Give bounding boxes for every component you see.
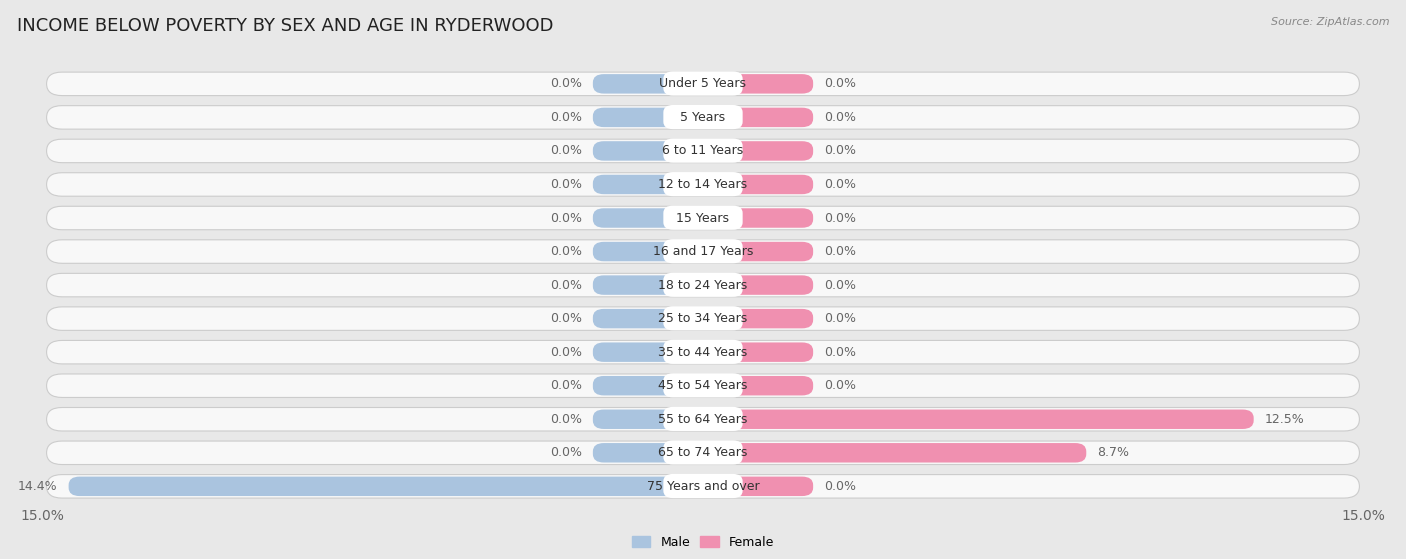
FancyBboxPatch shape: [593, 309, 703, 328]
FancyBboxPatch shape: [664, 440, 742, 465]
FancyBboxPatch shape: [664, 407, 742, 431]
Text: 14.4%: 14.4%: [18, 480, 58, 493]
Text: 0.0%: 0.0%: [550, 446, 582, 459]
Text: 0.0%: 0.0%: [550, 278, 582, 292]
Text: 0.0%: 0.0%: [824, 245, 856, 258]
FancyBboxPatch shape: [69, 477, 703, 496]
FancyBboxPatch shape: [664, 239, 742, 263]
FancyBboxPatch shape: [664, 206, 742, 230]
FancyBboxPatch shape: [46, 273, 1360, 297]
FancyBboxPatch shape: [703, 309, 813, 328]
Text: INCOME BELOW POVERTY BY SEX AND AGE IN RYDERWOOD: INCOME BELOW POVERTY BY SEX AND AGE IN R…: [17, 17, 554, 35]
FancyBboxPatch shape: [46, 139, 1360, 163]
Text: Source: ZipAtlas.com: Source: ZipAtlas.com: [1271, 17, 1389, 27]
FancyBboxPatch shape: [593, 209, 703, 228]
FancyBboxPatch shape: [664, 474, 742, 498]
FancyBboxPatch shape: [703, 74, 813, 93]
FancyBboxPatch shape: [46, 340, 1360, 364]
FancyBboxPatch shape: [703, 209, 813, 228]
FancyBboxPatch shape: [593, 410, 703, 429]
Text: 0.0%: 0.0%: [550, 111, 582, 124]
Text: 0.0%: 0.0%: [550, 379, 582, 392]
FancyBboxPatch shape: [703, 343, 813, 362]
FancyBboxPatch shape: [593, 74, 703, 93]
FancyBboxPatch shape: [664, 139, 742, 163]
FancyBboxPatch shape: [593, 376, 703, 395]
FancyBboxPatch shape: [703, 175, 813, 194]
Text: 75 Years and over: 75 Years and over: [647, 480, 759, 493]
FancyBboxPatch shape: [593, 443, 703, 462]
FancyBboxPatch shape: [703, 108, 813, 127]
FancyBboxPatch shape: [703, 276, 813, 295]
Text: 0.0%: 0.0%: [824, 345, 856, 359]
Text: 35 to 44 Years: 35 to 44 Years: [658, 345, 748, 359]
Text: 65 to 74 Years: 65 to 74 Years: [658, 446, 748, 459]
Text: 25 to 34 Years: 25 to 34 Years: [658, 312, 748, 325]
Text: 0.0%: 0.0%: [824, 379, 856, 392]
Text: 16 and 17 Years: 16 and 17 Years: [652, 245, 754, 258]
Text: 0.0%: 0.0%: [550, 178, 582, 191]
FancyBboxPatch shape: [703, 141, 813, 160]
Text: 12.5%: 12.5%: [1264, 413, 1305, 426]
Legend: Male, Female: Male, Female: [627, 530, 779, 553]
FancyBboxPatch shape: [46, 441, 1360, 465]
FancyBboxPatch shape: [703, 443, 1087, 462]
FancyBboxPatch shape: [664, 273, 742, 297]
FancyBboxPatch shape: [664, 306, 742, 330]
FancyBboxPatch shape: [664, 340, 742, 364]
Text: 12 to 14 Years: 12 to 14 Years: [658, 178, 748, 191]
Text: 55 to 64 Years: 55 to 64 Years: [658, 413, 748, 426]
FancyBboxPatch shape: [46, 475, 1360, 498]
FancyBboxPatch shape: [664, 172, 742, 196]
FancyBboxPatch shape: [46, 240, 1360, 263]
FancyBboxPatch shape: [46, 173, 1360, 196]
FancyBboxPatch shape: [703, 410, 1254, 429]
FancyBboxPatch shape: [593, 108, 703, 127]
Text: 15 Years: 15 Years: [676, 211, 730, 225]
FancyBboxPatch shape: [46, 72, 1360, 96]
Text: 0.0%: 0.0%: [550, 77, 582, 91]
FancyBboxPatch shape: [664, 373, 742, 397]
FancyBboxPatch shape: [593, 141, 703, 160]
FancyBboxPatch shape: [46, 408, 1360, 431]
Text: 0.0%: 0.0%: [824, 312, 856, 325]
Text: 8.7%: 8.7%: [1097, 446, 1129, 459]
Text: 0.0%: 0.0%: [550, 312, 582, 325]
Text: 18 to 24 Years: 18 to 24 Years: [658, 278, 748, 292]
Text: 0.0%: 0.0%: [824, 144, 856, 158]
Text: Under 5 Years: Under 5 Years: [659, 77, 747, 91]
Text: 0.0%: 0.0%: [824, 111, 856, 124]
Text: 0.0%: 0.0%: [550, 144, 582, 158]
Text: 0.0%: 0.0%: [824, 480, 856, 493]
FancyBboxPatch shape: [46, 307, 1360, 330]
FancyBboxPatch shape: [703, 242, 813, 261]
FancyBboxPatch shape: [664, 72, 742, 96]
Text: 0.0%: 0.0%: [550, 211, 582, 225]
Text: 0.0%: 0.0%: [550, 345, 582, 359]
Text: 0.0%: 0.0%: [824, 211, 856, 225]
FancyBboxPatch shape: [593, 242, 703, 261]
Text: 0.0%: 0.0%: [550, 413, 582, 426]
FancyBboxPatch shape: [46, 206, 1360, 230]
Text: 0.0%: 0.0%: [824, 178, 856, 191]
FancyBboxPatch shape: [593, 175, 703, 194]
FancyBboxPatch shape: [593, 343, 703, 362]
Text: 0.0%: 0.0%: [824, 278, 856, 292]
Text: 6 to 11 Years: 6 to 11 Years: [662, 144, 744, 158]
FancyBboxPatch shape: [593, 276, 703, 295]
Text: 5 Years: 5 Years: [681, 111, 725, 124]
FancyBboxPatch shape: [703, 477, 813, 496]
FancyBboxPatch shape: [46, 374, 1360, 397]
Text: 0.0%: 0.0%: [824, 77, 856, 91]
Text: 45 to 54 Years: 45 to 54 Years: [658, 379, 748, 392]
FancyBboxPatch shape: [703, 376, 813, 395]
Text: 0.0%: 0.0%: [550, 245, 582, 258]
FancyBboxPatch shape: [46, 106, 1360, 129]
FancyBboxPatch shape: [664, 105, 742, 129]
